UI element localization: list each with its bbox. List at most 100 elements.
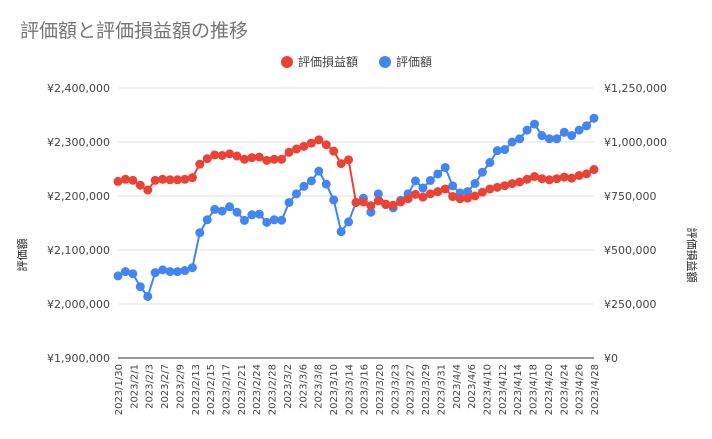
right-axis-tick-label: ¥500,000 — [604, 244, 657, 257]
data-point-series-0 — [306, 138, 316, 148]
left-axis-tick-label: ¥2,000,000 — [47, 298, 110, 311]
data-point-series-0 — [455, 194, 465, 204]
data-point-series-1 — [292, 189, 301, 199]
data-point-series-0 — [552, 174, 562, 184]
data-point-series-0 — [336, 159, 346, 169]
data-point-series-1 — [485, 158, 495, 168]
data-point-series-0 — [217, 151, 227, 160]
legend-label-series-1: 評価額 — [396, 54, 432, 69]
x-axis-tick-label: 2023/2/3 — [145, 364, 156, 409]
data-point-series-0 — [433, 187, 443, 197]
x-axis-tick-label: 2023/3/6 — [298, 364, 309, 409]
x-axis-tick-label: 2023/4/26 — [575, 364, 586, 415]
data-point-series-0 — [239, 154, 249, 164]
right-axis-tick-label: ¥1,000,000 — [604, 136, 667, 149]
data-point-series-0 — [388, 200, 398, 210]
data-point-series-0 — [522, 174, 532, 184]
data-point-series-1 — [113, 271, 123, 281]
x-axis-tick-label: 2023/2/13 — [191, 364, 202, 415]
data-point-series-0 — [150, 175, 160, 185]
x-axis-tick-label: 2023/4/4 — [452, 364, 463, 409]
data-point-series-0 — [329, 146, 339, 156]
left-axis-tick-label: ¥2,100,000 — [47, 244, 110, 257]
data-point-series-1 — [589, 113, 599, 123]
x-axis-tick-label: 2023/2/1 — [129, 364, 140, 409]
data-point-series-1 — [210, 204, 220, 214]
data-point-series-0 — [113, 176, 123, 186]
data-point-series-0 — [470, 191, 480, 201]
legend: 評価損益額 評価額 — [281, 54, 432, 69]
data-point-series-0 — [284, 147, 294, 157]
data-point-series-0 — [269, 154, 279, 164]
data-point-series-0 — [195, 159, 205, 169]
x-axis-tick-label: 2023/4/18 — [529, 364, 540, 415]
data-point-series-1 — [425, 175, 435, 185]
x-axis-tick-label: 2023/3/8 — [314, 364, 325, 409]
data-point-series-1 — [254, 209, 264, 219]
data-point-series-0 — [120, 174, 130, 184]
data-point-series-0 — [173, 175, 182, 185]
data-point-series-1 — [418, 183, 428, 193]
data-point-series-1 — [492, 146, 502, 156]
data-point-series-0 — [448, 192, 458, 202]
data-point-series-0 — [411, 189, 420, 199]
data-point-series-1 — [269, 215, 279, 225]
data-point-series-0 — [403, 194, 413, 204]
x-axis-tick-label: 2023/3/27 — [406, 364, 417, 415]
data-point-series-1 — [299, 181, 309, 191]
right-axis-tick-label: ¥750,000 — [604, 190, 657, 203]
x-axis-tick-label: 2023/4/6 — [467, 364, 478, 409]
data-point-series-0 — [500, 181, 510, 191]
data-point-series-1 — [582, 121, 592, 131]
data-point-series-1 — [537, 131, 547, 141]
series-layer — [113, 113, 599, 301]
data-point-series-0 — [262, 155, 272, 165]
data-point-series-1 — [448, 181, 458, 191]
data-point-series-0 — [344, 155, 354, 165]
data-point-series-1 — [217, 206, 227, 216]
data-point-series-1 — [165, 267, 175, 277]
data-point-series-0 — [537, 174, 547, 184]
data-point-series-1 — [143, 291, 153, 301]
data-point-series-0 — [165, 175, 175, 185]
left-axis-tick-label: ¥2,200,000 — [47, 190, 110, 203]
data-point-series-1 — [262, 217, 272, 227]
data-point-series-1 — [202, 215, 212, 225]
data-point-series-0 — [143, 185, 153, 195]
x-axis-tick-label: 2023/4/14 — [513, 364, 524, 415]
data-point-series-1 — [247, 210, 257, 220]
data-point-series-0 — [358, 197, 368, 207]
data-point-series-0 — [210, 150, 220, 160]
data-point-series-0 — [225, 149, 235, 159]
x-axis-tick-label: 2023/4/24 — [559, 364, 570, 415]
data-point-series-1 — [158, 265, 168, 275]
data-point-series-1 — [336, 227, 346, 237]
data-point-series-0 — [492, 182, 502, 192]
data-point-series-1 — [239, 215, 249, 225]
data-point-series-1 — [284, 197, 294, 207]
data-point-series-0 — [299, 141, 309, 151]
x-axis-tick-label: 2023/2/17 — [221, 364, 232, 415]
data-point-series-0 — [477, 187, 487, 197]
x-axis-tick-label: 2023/3/31 — [436, 364, 447, 415]
right-axis-tick-label: ¥1,250,000 — [604, 82, 667, 95]
data-point-series-0 — [351, 197, 361, 207]
data-point-series-0 — [567, 173, 577, 183]
data-point-series-0 — [507, 179, 517, 189]
data-point-series-1 — [277, 215, 287, 225]
data-point-series-0 — [135, 180, 145, 190]
x-axis-tick-label: 2023/4/10 — [483, 364, 494, 415]
x-axis-tick-label: 2023/2/28 — [268, 364, 279, 415]
data-point-series-0 — [373, 196, 383, 206]
x-axis-tick-label: 2023/4/20 — [544, 364, 555, 415]
data-point-series-1 — [574, 125, 584, 135]
data-point-series-0 — [589, 165, 599, 175]
data-point-series-0 — [574, 170, 584, 180]
data-point-series-1 — [225, 202, 235, 212]
x-axis-tick-label: 2023/3/2 — [283, 364, 294, 409]
legend-marker-series-0 — [281, 56, 293, 68]
data-point-series-0 — [254, 152, 264, 162]
data-point-series-1 — [306, 176, 316, 186]
data-point-series-1 — [195, 228, 205, 238]
data-point-series-1 — [559, 127, 569, 137]
